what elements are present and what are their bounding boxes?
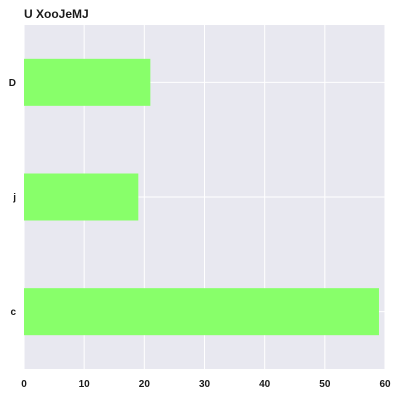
bars bbox=[24, 58, 379, 336]
x-tick-label: 50 bbox=[319, 379, 331, 390]
bar-c bbox=[24, 288, 379, 336]
bar-D bbox=[24, 58, 151, 106]
x-tick-label: 10 bbox=[79, 379, 91, 390]
x-tick-label: 60 bbox=[379, 379, 391, 390]
x-axis-ticks: 0 10 20 30 40 50 60 bbox=[21, 379, 391, 390]
category-label-D: D bbox=[9, 78, 16, 89]
x-tick-label: 30 bbox=[199, 379, 211, 390]
x-tick-label: 40 bbox=[259, 379, 271, 390]
category-label-c: c bbox=[10, 307, 16, 318]
bar-j bbox=[24, 173, 139, 221]
chart-title: U XooJeMJ bbox=[24, 7, 89, 21]
category-label-j: j bbox=[12, 193, 16, 204]
x-tick-label: 20 bbox=[139, 379, 151, 390]
x-tick-label: 0 bbox=[21, 379, 27, 390]
y-axis-labels: Dj c bbox=[9, 78, 17, 318]
